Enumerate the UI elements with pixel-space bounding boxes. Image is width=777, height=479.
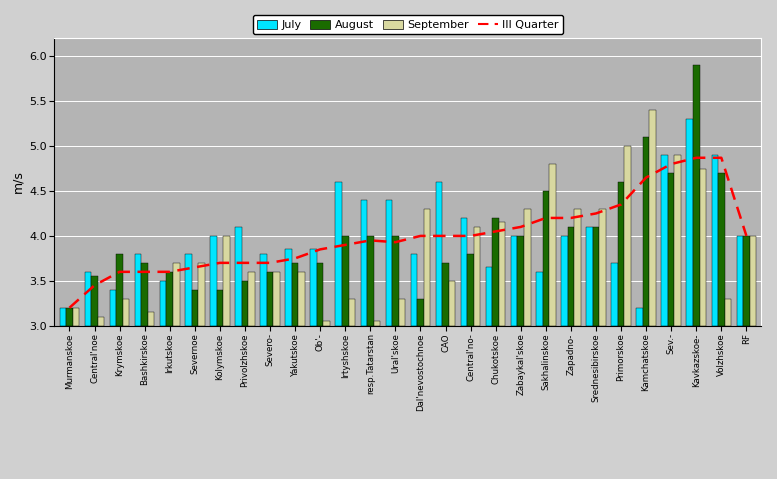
Bar bbox=[624, 146, 631, 326]
Bar bbox=[285, 250, 292, 326]
Bar bbox=[85, 272, 91, 326]
Bar bbox=[198, 263, 204, 326]
Bar bbox=[298, 272, 305, 326]
Bar bbox=[91, 276, 98, 326]
Y-axis label: m/s: m/s bbox=[12, 171, 25, 194]
Bar bbox=[750, 236, 756, 326]
Bar bbox=[349, 299, 355, 326]
Bar bbox=[486, 267, 493, 326]
Bar bbox=[310, 250, 317, 326]
Bar bbox=[574, 209, 580, 326]
Bar bbox=[60, 308, 66, 326]
Bar bbox=[148, 312, 155, 326]
Bar bbox=[166, 272, 173, 326]
Bar bbox=[593, 227, 599, 326]
Bar bbox=[73, 308, 79, 326]
Bar bbox=[511, 236, 517, 326]
Bar bbox=[536, 272, 542, 326]
Bar bbox=[674, 155, 681, 326]
Bar bbox=[737, 236, 743, 326]
Bar bbox=[267, 272, 274, 326]
Bar bbox=[423, 209, 430, 326]
Bar bbox=[117, 254, 123, 326]
Bar bbox=[98, 317, 104, 326]
Legend: July, August, September, III Quarter: July, August, September, III Quarter bbox=[253, 15, 563, 34]
Bar bbox=[160, 281, 166, 326]
Bar bbox=[699, 169, 706, 326]
Bar bbox=[317, 263, 323, 326]
Bar bbox=[442, 263, 449, 326]
Bar bbox=[242, 281, 248, 326]
Bar bbox=[66, 308, 73, 326]
Bar bbox=[712, 155, 718, 326]
Bar bbox=[599, 209, 606, 326]
Bar bbox=[449, 281, 455, 326]
Bar bbox=[292, 263, 298, 326]
Bar bbox=[417, 299, 423, 326]
Bar bbox=[323, 321, 330, 326]
Bar bbox=[661, 155, 668, 326]
Bar bbox=[361, 200, 367, 326]
Bar bbox=[561, 236, 568, 326]
Bar bbox=[342, 236, 349, 326]
Bar bbox=[135, 254, 141, 326]
Bar bbox=[493, 218, 499, 326]
Bar bbox=[687, 119, 693, 326]
Bar bbox=[461, 218, 467, 326]
Bar bbox=[110, 290, 117, 326]
Bar bbox=[743, 236, 750, 326]
Bar bbox=[192, 290, 198, 326]
Bar bbox=[643, 137, 650, 326]
Bar bbox=[185, 254, 192, 326]
Bar bbox=[173, 263, 179, 326]
Bar bbox=[568, 227, 574, 326]
Bar bbox=[725, 299, 731, 326]
Bar bbox=[210, 236, 217, 326]
Bar bbox=[411, 254, 417, 326]
Bar bbox=[524, 209, 531, 326]
Bar bbox=[586, 227, 593, 326]
Bar bbox=[274, 272, 280, 326]
Bar bbox=[618, 182, 624, 326]
Bar bbox=[611, 263, 618, 326]
Bar bbox=[436, 182, 442, 326]
Bar bbox=[636, 308, 643, 326]
Bar bbox=[499, 222, 506, 326]
Bar bbox=[399, 299, 405, 326]
Bar bbox=[650, 110, 656, 326]
Bar bbox=[517, 236, 524, 326]
Bar bbox=[235, 227, 242, 326]
Bar bbox=[549, 164, 556, 326]
Bar bbox=[392, 236, 399, 326]
Bar bbox=[248, 272, 255, 326]
Bar bbox=[542, 191, 549, 326]
Bar bbox=[668, 173, 674, 326]
Bar bbox=[336, 182, 342, 326]
Bar bbox=[693, 65, 699, 326]
Bar bbox=[260, 254, 267, 326]
Bar bbox=[718, 173, 725, 326]
Bar bbox=[385, 200, 392, 326]
Bar bbox=[123, 299, 129, 326]
Bar bbox=[374, 321, 380, 326]
Bar bbox=[223, 236, 230, 326]
Bar bbox=[217, 290, 223, 326]
Bar bbox=[474, 227, 480, 326]
Bar bbox=[367, 236, 374, 326]
Bar bbox=[141, 263, 148, 326]
Bar bbox=[467, 254, 474, 326]
